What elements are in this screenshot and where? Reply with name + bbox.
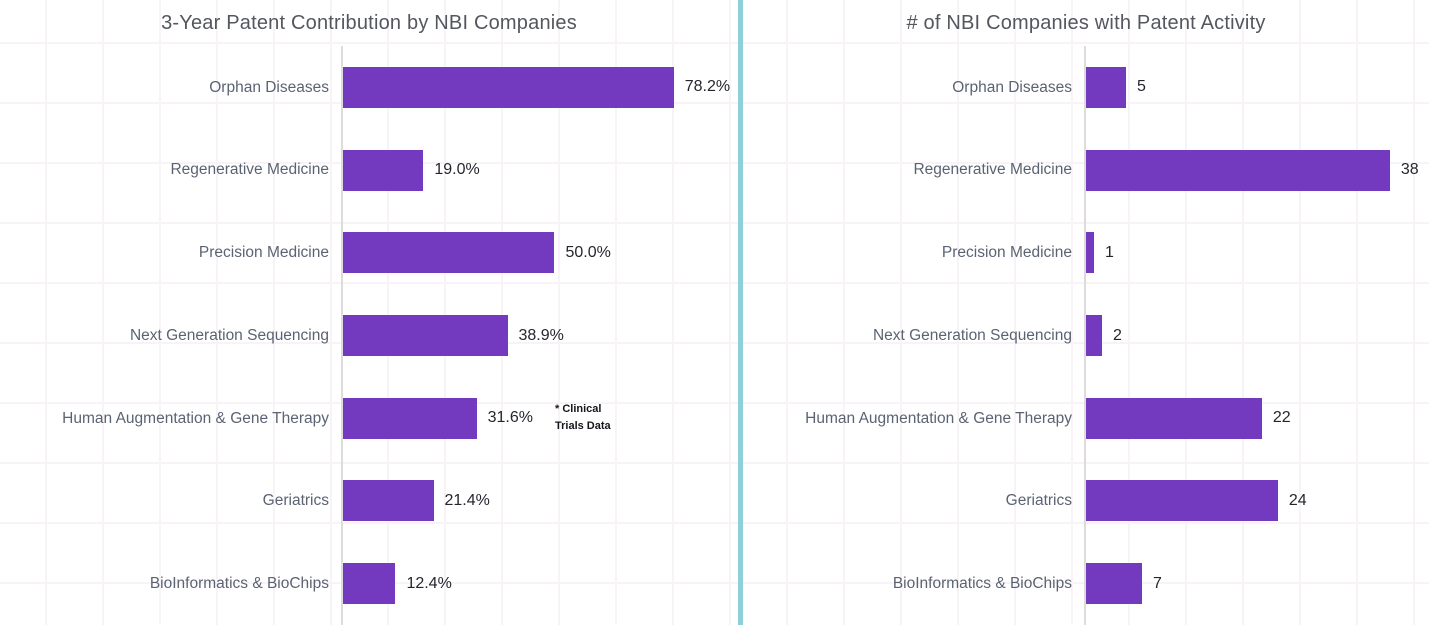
category-label: Precision Medicine — [198, 244, 329, 262]
chart-row: BioInformatics & BioChips 7 — [743, 542, 1429, 625]
chart-plot-area: Orphan Diseases 78.2% Regenerative Medicin… — [0, 46, 738, 625]
category-label: Regenerative Medicine — [170, 161, 329, 179]
chart-row: Next Generation Sequencing 2 — [743, 294, 1429, 377]
bar-area: 19.0% — [341, 128, 738, 212]
bar-area: 1 — [1084, 211, 1429, 295]
bar[interactable] — [1086, 149, 1390, 191]
category-label: Orphan Diseases — [952, 78, 1072, 96]
value-label: 2 — [1112, 326, 1122, 344]
bar[interactable] — [343, 563, 396, 605]
value-label: 24 — [1288, 491, 1307, 509]
value-label: 12.4% — [406, 574, 452, 592]
category-label: Orphan Diseases — [209, 78, 329, 96]
bar[interactable] — [343, 315, 508, 357]
bar[interactable] — [343, 66, 674, 108]
chart-row: BioInformatics & BioChips 12.4% — [0, 542, 738, 625]
category-label: Next Generation Sequencing — [872, 326, 1072, 344]
bar-area: 24 — [1084, 459, 1429, 543]
divider-line — [738, 0, 743, 625]
category-label: Regenerative Medicine — [913, 161, 1072, 179]
bar[interactable] — [1086, 480, 1278, 522]
bar-area: 78.2% — [341, 46, 738, 129]
bar-area: 12.4% — [341, 542, 738, 625]
chart-row: Orphan Diseases 78.2% — [0, 46, 738, 129]
value-label: 5 — [1136, 78, 1146, 96]
value-label: 50.0% — [565, 243, 611, 261]
category-label: BioInformatics & BioChips — [892, 574, 1072, 592]
value-label: 78.2% — [684, 78, 731, 96]
chart-row: Human Augmentation & Gene Therapy 22 — [743, 376, 1429, 460]
chart-row: Orphan Diseases 5 — [743, 46, 1429, 129]
chart-row: Geriatrics 24 — [743, 459, 1429, 543]
chart-title: # of NBI Companies with Patent Activity — [906, 11, 1266, 34]
bar[interactable] — [1086, 66, 1126, 108]
chart-row: Regenerative Medicine 19.0% — [0, 128, 738, 212]
category-label: Human Augmentation & Gene Therapy — [805, 409, 1072, 427]
chart-row: Next Generation Sequencing 38.9% — [0, 294, 738, 377]
chart-plot-area: Orphan Diseases 5 Regenerative Medicine 38 P… — [743, 46, 1429, 625]
bar-area: 31.6% * Clinical Trials Data — [341, 376, 738, 460]
chart-row: Human Augmentation & Gene Therapy 31.6% * … — [0, 376, 738, 460]
value-label: 38 — [1400, 161, 1419, 179]
value-label: 38.9% — [518, 326, 564, 344]
bar[interactable] — [1086, 397, 1262, 439]
bar-area: 21.4% — [341, 459, 738, 543]
category-label: Geriatrics — [1005, 492, 1072, 510]
bar[interactable] — [343, 480, 434, 522]
value-label: 19.0% — [434, 161, 480, 179]
patent-activity-count-chart: # of NBI Companies with Patent Activity … — [743, 0, 1429, 625]
bar[interactable] — [343, 232, 555, 274]
bar[interactable] — [1086, 563, 1142, 605]
bar-area: 38 — [1084, 128, 1429, 212]
value-label: 31.6% — [487, 409, 533, 427]
bar[interactable] — [343, 149, 424, 191]
bar[interactable] — [343, 397, 477, 439]
bar-area: 5 — [1084, 46, 1429, 129]
bar[interactable] — [1086, 232, 1094, 274]
bar-area: 2 — [1084, 294, 1429, 377]
value-label: 1 — [1104, 243, 1114, 261]
value-label: 21.4% — [444, 491, 490, 509]
bar-area: 7 — [1084, 542, 1429, 625]
category-label: Precision Medicine — [941, 244, 1072, 262]
bar-area: 38.9% — [341, 294, 738, 377]
category-label: Next Generation Sequencing — [129, 326, 329, 344]
category-label: BioInformatics & BioChips — [149, 574, 329, 592]
chart-row: Regenerative Medicine 38 — [743, 128, 1429, 212]
patent-contribution-chart: 3-Year Patent Contribution by NBI Compan… — [0, 11, 738, 625]
bar[interactable] — [1086, 315, 1102, 357]
chart-row: Precision Medicine 50.0% — [0, 211, 738, 295]
chart-title: 3-Year Patent Contribution by NBI Compan… — [161, 11, 577, 34]
bar-area: 50.0% — [341, 211, 738, 295]
category-label: Human Augmentation & Gene Therapy — [62, 409, 329, 427]
clinical-trials-note: * Clinical Trials Data — [555, 403, 611, 433]
value-label: 22 — [1272, 409, 1291, 427]
bar-area: 22 — [1084, 376, 1429, 460]
chart-row: Precision Medicine 1 — [743, 211, 1429, 295]
category-label: Geriatrics — [262, 492, 329, 510]
chart-row: Geriatrics 21.4% — [0, 459, 738, 543]
value-label: 7 — [1152, 574, 1162, 592]
